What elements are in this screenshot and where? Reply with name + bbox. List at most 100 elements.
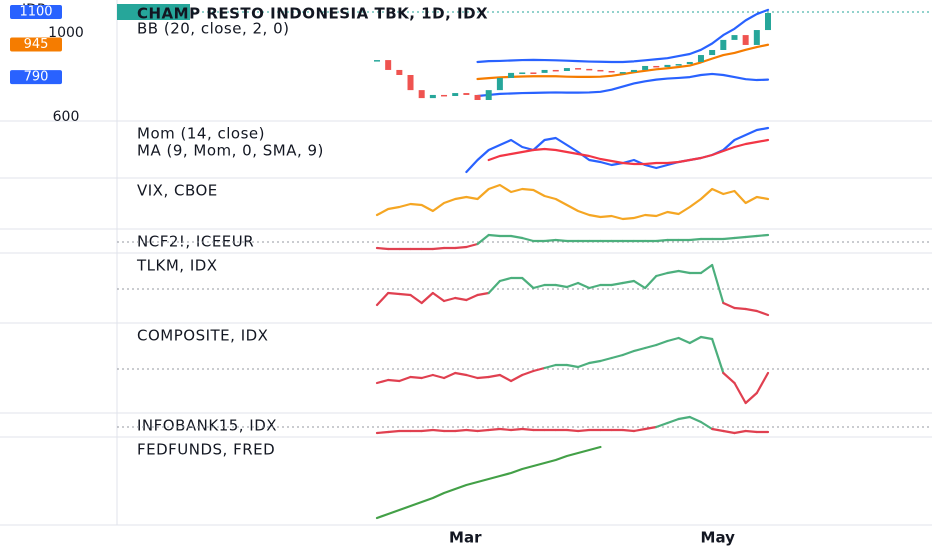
series-segment xyxy=(409,375,423,380)
candle xyxy=(429,94,436,99)
x-tick-label: May xyxy=(701,529,736,547)
series-segment xyxy=(387,429,401,434)
series-segment xyxy=(387,378,401,383)
series-segment xyxy=(565,281,580,289)
series-segment xyxy=(644,274,658,290)
series-segment xyxy=(521,236,535,243)
band-line xyxy=(476,43,770,81)
candle xyxy=(765,13,771,31)
series-segment xyxy=(610,353,624,360)
series-segment xyxy=(632,427,647,433)
series-segment xyxy=(509,427,524,432)
series-segment xyxy=(699,263,714,275)
series-segment xyxy=(688,237,703,242)
series-segment xyxy=(543,238,557,243)
series-segment xyxy=(476,233,490,246)
series-segment xyxy=(532,366,546,373)
series-segment xyxy=(666,417,680,425)
candle xyxy=(597,69,604,72)
series-segment xyxy=(744,429,758,434)
candle xyxy=(653,65,660,68)
series-segment xyxy=(487,279,501,295)
series-segment xyxy=(465,373,479,380)
series-segment xyxy=(755,371,770,395)
series-segment xyxy=(465,242,479,249)
series-segment xyxy=(644,343,658,350)
series-segment xyxy=(487,427,501,432)
series-segment xyxy=(375,291,390,307)
series-segment xyxy=(431,373,446,380)
series-segment xyxy=(677,269,691,275)
indicator-label: BB (20, close, 2, 0) xyxy=(137,20,289,38)
candle xyxy=(496,77,503,91)
candle xyxy=(642,65,649,70)
candle xyxy=(563,68,570,72)
series-segment xyxy=(722,429,736,435)
candle xyxy=(452,93,459,97)
series-segment xyxy=(588,283,602,290)
series-segment xyxy=(442,296,457,303)
series-segment xyxy=(610,281,624,287)
series-segment xyxy=(442,371,457,380)
series-segment xyxy=(420,291,434,305)
series-segment xyxy=(666,269,680,275)
series-label: COMPOSITE, IDX xyxy=(137,327,268,345)
series-segment xyxy=(655,339,669,347)
candle xyxy=(742,35,749,45)
candle xyxy=(474,94,481,100)
series-segment xyxy=(554,238,569,243)
series-segment xyxy=(655,271,669,278)
series-segment xyxy=(744,391,758,405)
candle xyxy=(608,71,615,73)
candle xyxy=(731,35,738,40)
series-segment xyxy=(431,291,446,303)
series-segment xyxy=(711,427,725,433)
candle xyxy=(541,69,548,73)
series-segment xyxy=(621,279,636,285)
series-segment xyxy=(677,415,691,421)
series-line xyxy=(487,138,770,166)
title-badge xyxy=(117,4,190,20)
series-segment xyxy=(465,428,479,433)
series-segment xyxy=(476,375,490,380)
series-segment xyxy=(375,378,390,385)
series-segment xyxy=(755,309,770,317)
series-segment xyxy=(722,371,736,385)
price-label: 945 xyxy=(24,37,49,52)
series-segment xyxy=(498,276,513,283)
candle xyxy=(508,72,515,78)
series-label: VIX, CBOE xyxy=(137,182,218,200)
series-segment xyxy=(554,283,569,289)
candle xyxy=(396,69,403,75)
series-segment xyxy=(632,279,647,290)
series-segment xyxy=(431,428,446,433)
series-segment xyxy=(454,245,468,250)
candle xyxy=(697,55,704,62)
series-label: FEDFUNDS, FRED xyxy=(137,441,275,459)
series-segment xyxy=(621,428,636,433)
price-label: 790 xyxy=(24,70,49,85)
series-segment xyxy=(521,276,535,290)
series-label: INFOBANK15, IDX xyxy=(137,417,277,435)
series-segment xyxy=(744,234,758,239)
series-segment xyxy=(565,363,580,369)
series-label: NCF2!, ICEEUR xyxy=(137,233,254,251)
series-segment xyxy=(454,296,468,302)
candle xyxy=(664,64,671,68)
series-segment xyxy=(699,335,714,341)
series-segment xyxy=(487,233,501,238)
series-segment xyxy=(387,291,401,296)
series-segment xyxy=(521,369,535,377)
series-segment xyxy=(688,335,703,345)
series-segment xyxy=(454,428,468,433)
series-segment xyxy=(398,375,412,383)
series-segment xyxy=(431,246,446,251)
series-segment xyxy=(688,415,703,424)
x-tick-label: Mar xyxy=(449,529,482,547)
series-segment xyxy=(733,429,747,435)
price-label-box xyxy=(10,37,62,52)
series-segment xyxy=(476,428,490,433)
series-line xyxy=(465,126,770,174)
series-segment xyxy=(699,420,714,431)
